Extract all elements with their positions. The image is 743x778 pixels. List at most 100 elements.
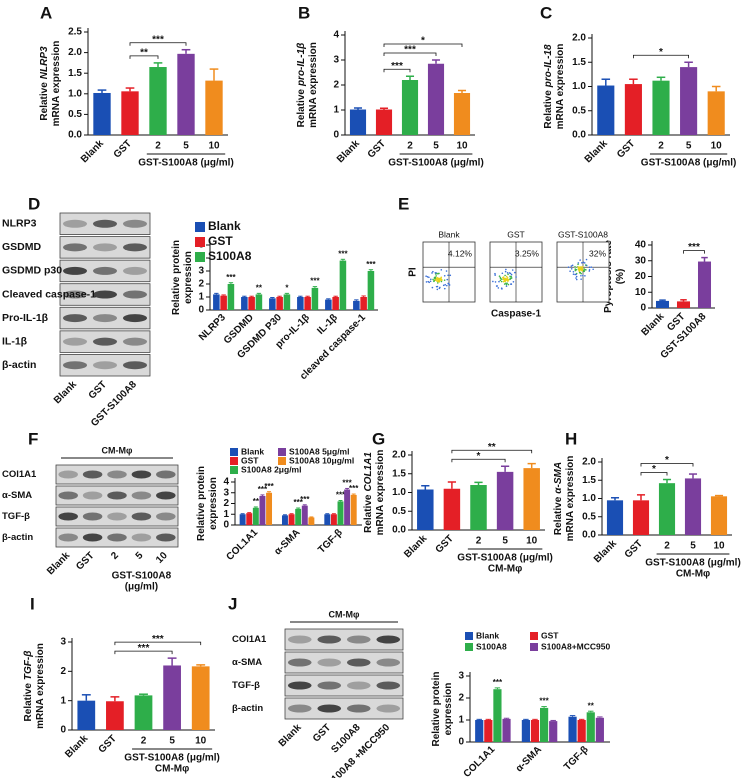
flow-event bbox=[447, 282, 450, 285]
bar bbox=[493, 689, 502, 742]
significance-label: ** bbox=[256, 283, 263, 292]
bar bbox=[577, 720, 586, 742]
y-tick-label: 0.0 bbox=[572, 130, 586, 141]
flow-event bbox=[575, 278, 578, 281]
blot-group-label: (μg/ml) bbox=[125, 582, 158, 593]
flow-event bbox=[577, 262, 580, 264]
bar bbox=[484, 720, 493, 742]
flow-event bbox=[436, 282, 439, 284]
significance-label: * bbox=[285, 283, 289, 292]
y-axis-label: Relative protein bbox=[171, 240, 182, 315]
bar bbox=[281, 515, 288, 525]
y-tick-label: 1 bbox=[458, 715, 464, 726]
legend-label: S100A8 bbox=[208, 249, 252, 263]
bar bbox=[205, 80, 223, 135]
bar bbox=[93, 92, 111, 135]
y-tick-label: 2 bbox=[333, 80, 339, 91]
x-tick-label: 2 bbox=[407, 141, 413, 152]
flow-percent: 32% bbox=[589, 248, 606, 258]
y-tick-label: 0 bbox=[640, 303, 646, 314]
blot-band bbox=[131, 512, 152, 521]
flow-event bbox=[582, 274, 584, 277]
flow-event bbox=[503, 283, 506, 285]
bar bbox=[549, 721, 558, 742]
blot-row-label: GSDMD bbox=[2, 241, 42, 253]
flow-percent: 4.12% bbox=[448, 248, 473, 258]
y-tick-label: 0.0 bbox=[582, 530, 596, 541]
flow-event bbox=[506, 279, 509, 282]
flow-event bbox=[440, 276, 443, 279]
legend-label: S100A8 10μg/ml bbox=[289, 455, 354, 465]
blot-band bbox=[58, 470, 78, 479]
blot-band bbox=[346, 704, 371, 713]
x-tick-label: 2 bbox=[155, 141, 161, 152]
bar bbox=[470, 485, 487, 530]
legend-swatch bbox=[195, 237, 205, 247]
significance-bracket bbox=[129, 55, 159, 59]
flow-event bbox=[574, 269, 577, 272]
flow-event bbox=[577, 266, 579, 268]
flow-event bbox=[507, 273, 509, 276]
blot-band bbox=[93, 219, 117, 228]
flow-event bbox=[435, 275, 437, 277]
y-tick-label: 1.0 bbox=[572, 81, 586, 92]
blot-lane-label: 5 bbox=[134, 550, 146, 562]
significance-label: ** bbox=[253, 497, 260, 506]
y-axis-label: mRNA expression bbox=[375, 450, 386, 536]
flow-event bbox=[505, 282, 507, 285]
significance-bracket bbox=[683, 250, 705, 254]
flow-event bbox=[592, 268, 594, 271]
x-tick-label: TGF-β bbox=[562, 744, 591, 773]
y-axis-label: mRNA expression bbox=[51, 41, 62, 127]
flow-event bbox=[506, 276, 509, 279]
significance-label: *** bbox=[342, 479, 352, 488]
blot-band bbox=[93, 314, 117, 323]
y-axis-gene: α-SMA bbox=[553, 462, 564, 494]
bar bbox=[417, 489, 434, 530]
bar bbox=[540, 707, 549, 742]
x-tick-label: GST bbox=[366, 138, 388, 160]
blot-band bbox=[58, 533, 78, 542]
blot-group-label: GST-S100A8 bbox=[112, 571, 172, 582]
flow-event bbox=[425, 281, 428, 283]
flow-event bbox=[437, 280, 440, 283]
x-tick-label: Blank bbox=[335, 138, 362, 165]
flow-event bbox=[509, 272, 512, 275]
bar bbox=[191, 666, 210, 730]
flow-event bbox=[443, 274, 446, 277]
flow-event bbox=[575, 268, 578, 271]
y-tick-label: 30 bbox=[635, 255, 647, 266]
legend-swatch bbox=[465, 643, 473, 651]
flow-event bbox=[439, 286, 441, 289]
blot-lane-label: 2 bbox=[109, 550, 121, 562]
significance-label: *** bbox=[493, 678, 503, 687]
blot-row-label: TGF-β bbox=[2, 511, 30, 522]
bar bbox=[606, 500, 624, 535]
panel-letter: I bbox=[30, 594, 35, 613]
legend-label: GST bbox=[241, 455, 259, 465]
x-tick-label: IL-1β bbox=[315, 312, 340, 337]
bar bbox=[283, 294, 291, 310]
flow-event bbox=[583, 262, 586, 264]
blot-band bbox=[93, 361, 117, 370]
significance-label: *** bbox=[138, 643, 150, 654]
flow-event bbox=[506, 272, 509, 274]
blot-row-label: NLRP3 bbox=[2, 218, 37, 230]
legend-label: S100A8+MCC950 bbox=[541, 641, 610, 651]
y-tick-label: 0 bbox=[458, 737, 464, 748]
bar bbox=[77, 700, 96, 730]
blot-band bbox=[123, 290, 147, 299]
x-tick-label: GST bbox=[623, 538, 645, 560]
blot-strip bbox=[55, 464, 179, 485]
flow-event bbox=[501, 288, 503, 290]
group-label: GST-S100A8 (μg/ml) bbox=[138, 158, 234, 169]
flow-event bbox=[503, 280, 506, 282]
y-tick-label: 10 bbox=[635, 287, 647, 298]
blot-band bbox=[376, 681, 401, 690]
y-axis-label-text: Relative bbox=[39, 82, 50, 121]
significance-label: *** bbox=[366, 260, 376, 269]
flow-event bbox=[499, 277, 502, 280]
bar bbox=[248, 297, 255, 310]
flow-event bbox=[575, 273, 577, 276]
y-tick-label: 0 bbox=[60, 725, 66, 736]
